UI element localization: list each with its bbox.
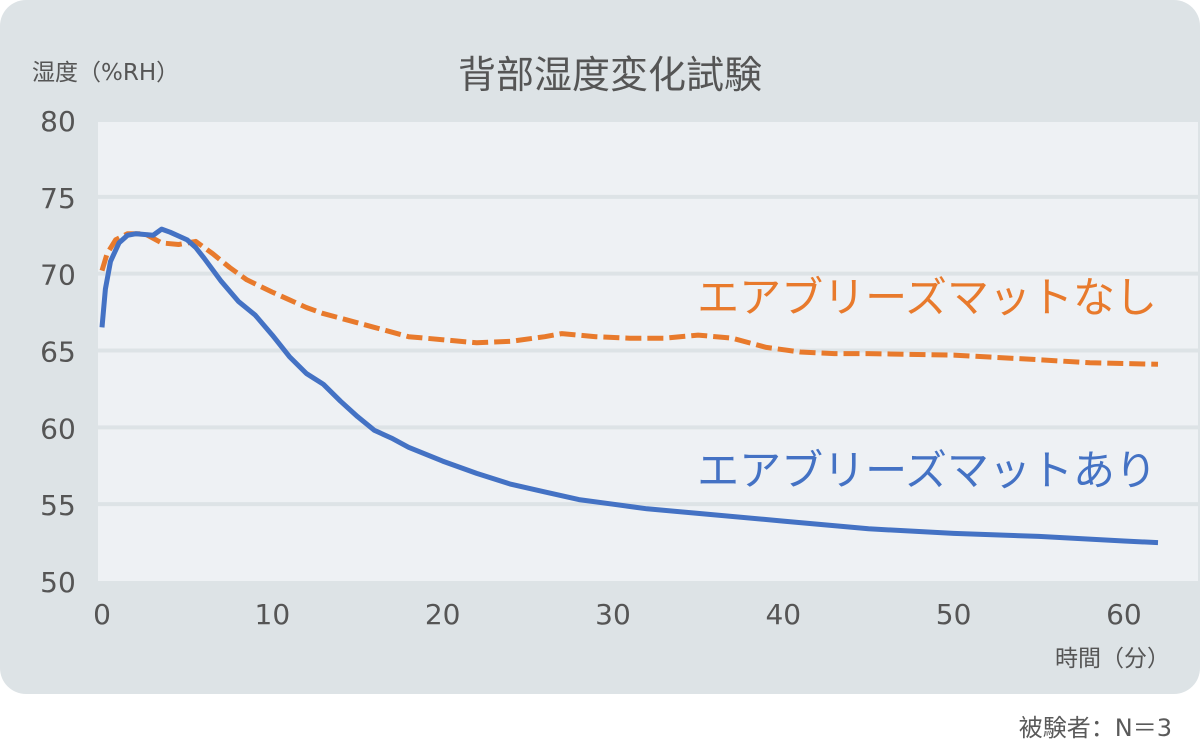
y-tick-label: 55 [40,489,76,522]
y-tick-labels: 50 55 60 65 70 75 80 [40,105,76,599]
y-tick-label: 65 [40,336,76,369]
series-line-2 [99,226,1159,546]
y-tick-label: 75 [40,182,76,215]
x-tick-label: 20 [425,598,461,631]
annotation-with-mat: エアブリーズマットあり [697,446,1157,495]
line-chart: 50 55 60 65 70 75 80 0 10 20 30 40 50 60 背部湿度変化試験 湿度… [32,53,1198,672]
y-axis-label: 湿度（%RH） [32,60,179,86]
x-axis-label: 時間（分） [1055,646,1170,672]
chart-card: 50 55 60 65 70 75 80 0 10 20 30 40 50 60 背部湿度変化試験 湿度… [0,0,1200,694]
x-tick-label: 60 [1106,598,1142,631]
series-line-1 [99,231,1159,367]
x-tick-label: 50 [936,598,972,631]
footnote: 被験者：N＝3 [1018,714,1172,742]
y-tick-label: 70 [40,259,76,292]
x-tick-label: 10 [255,598,291,631]
y-tick-label: 60 [40,412,76,445]
series-lines [99,226,1159,546]
y-tick-label: 80 [40,105,76,138]
y-tick-label: 50 [40,566,76,599]
annotation-without-mat: エアブリーズマットなし [697,273,1157,322]
x-tick-labels: 0 10 20 30 40 50 60 [93,598,1142,631]
x-tick-label: 30 [595,598,631,631]
x-tick-label: 0 [93,598,111,631]
chart-title: 背部湿度変化試験 [458,53,762,97]
gridlines [98,118,1198,507]
x-tick-label: 40 [765,598,801,631]
